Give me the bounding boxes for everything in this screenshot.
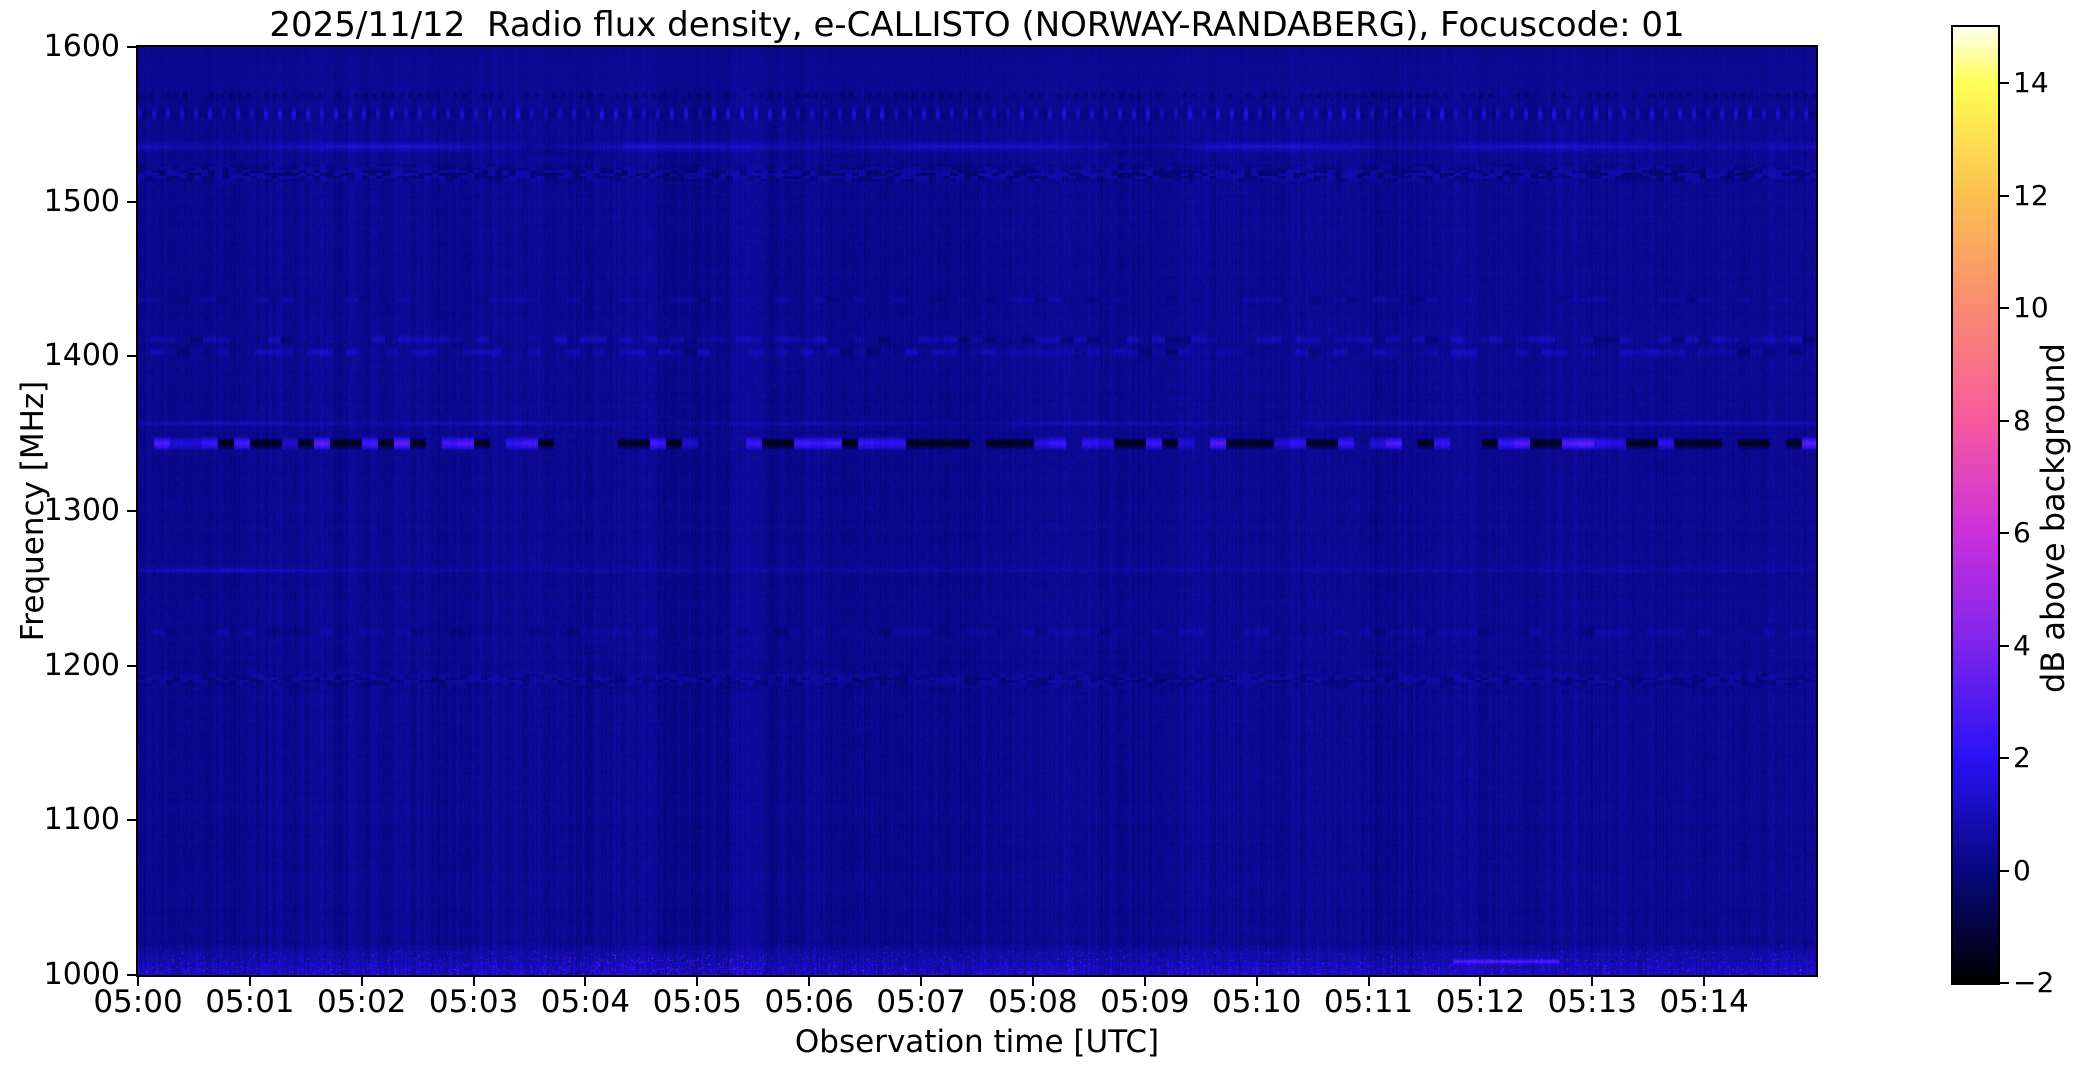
- y-tick-label: 1600: [43, 29, 120, 64]
- x-axis-label: Observation time [UTC]: [794, 1024, 1160, 1060]
- x-tick-label: 05:11: [1323, 984, 1414, 1020]
- y-tick-label: 1000: [43, 957, 120, 992]
- x-tick-label: 05:04: [540, 984, 631, 1020]
- y-tick-mark: [127, 355, 136, 358]
- colorbar-tick-mark: [2000, 982, 2009, 984]
- colorbar-tick-label: 10: [2013, 291, 2049, 325]
- x-tick-mark: [584, 977, 587, 986]
- colorbar-tick-label: 12: [2013, 178, 2049, 212]
- colorbar: [1951, 25, 2000, 985]
- colorbar-tick-label: 0: [2013, 853, 2031, 887]
- x-tick-label: 05:00: [93, 984, 183, 1020]
- x-tick-label: 05:01: [205, 984, 295, 1020]
- colorbar-label: dB above background: [2034, 343, 2072, 693]
- x-tick-mark: [137, 977, 139, 986]
- x-tick-label: 05:03: [428, 984, 519, 1020]
- x-tick-mark: [696, 977, 699, 986]
- colorbar-tick-mark: [2000, 869, 2009, 872]
- plot-frame: [136, 45, 1818, 977]
- colorbar-tick-label: 14: [2013, 66, 2049, 100]
- x-tick-mark: [1255, 977, 1258, 986]
- colorbar-tick-label: 6: [2013, 516, 2031, 550]
- y-tick-mark: [127, 974, 136, 976]
- colorbar-tick-mark: [2000, 757, 2009, 760]
- spectrogram-canvas: [138, 47, 1816, 975]
- x-tick-mark: [1367, 977, 1370, 986]
- y-tick-label: 1400: [43, 338, 120, 374]
- colorbar-tick-label: −2: [2013, 966, 2055, 999]
- y-tick-label: 1100: [43, 802, 120, 838]
- colorbar-tick-label: 8: [2013, 403, 2031, 437]
- colorbar-tick-mark: [2000, 82, 2009, 85]
- y-tick-mark: [127, 664, 136, 667]
- x-tick-mark: [1479, 977, 1482, 986]
- colorbar-tick-mark: [2000, 307, 2009, 310]
- x-tick-mark: [1591, 977, 1594, 986]
- y-tick-label: 1500: [43, 183, 120, 219]
- x-tick-label: 05:02: [317, 984, 407, 1020]
- y-tick-label: 1200: [43, 647, 120, 683]
- chart-title: 2025/11/12 Radio flux density, e-CALLIST…: [269, 5, 1685, 45]
- x-tick-mark: [1703, 977, 1706, 986]
- x-tick-mark: [360, 977, 363, 986]
- x-tick-label: 05:14: [1659, 984, 1749, 1020]
- x-tick-label: 05:08: [988, 984, 1078, 1020]
- colorbar-tick-mark: [2000, 419, 2009, 422]
- y-tick-mark: [127, 819, 136, 822]
- y-tick-label: 1300: [43, 493, 120, 528]
- y-tick-mark: [127, 200, 136, 203]
- y-tick-mark: [127, 46, 136, 48]
- x-tick-mark: [808, 977, 811, 986]
- x-tick-label: 05:09: [1100, 984, 1190, 1020]
- x-tick-mark: [920, 977, 923, 986]
- x-tick-label: 05:05: [652, 984, 742, 1020]
- colorbar-tick-mark: [2000, 194, 2009, 197]
- x-tick-label: 05:07: [876, 984, 966, 1020]
- x-tick-mark: [472, 977, 475, 986]
- colorbar-tick-label: 4: [2013, 628, 2031, 662]
- x-tick-label: 05:12: [1435, 984, 1526, 1020]
- x-tick-label: 05:13: [1547, 984, 1637, 1020]
- x-tick-label: 05:06: [764, 984, 854, 1020]
- colorbar-tick-mark: [2000, 532, 2009, 535]
- y-tick-mark: [127, 510, 136, 512]
- x-tick-mark: [1143, 977, 1146, 986]
- x-tick-mark: [1031, 977, 1034, 986]
- colorbar-gradient: [1953, 27, 1998, 983]
- colorbar-tick-mark: [2000, 644, 2009, 647]
- colorbar-tick-label: 2: [2013, 741, 2031, 775]
- x-tick-label: 05:10: [1211, 984, 1302, 1020]
- x-tick-mark: [248, 977, 251, 986]
